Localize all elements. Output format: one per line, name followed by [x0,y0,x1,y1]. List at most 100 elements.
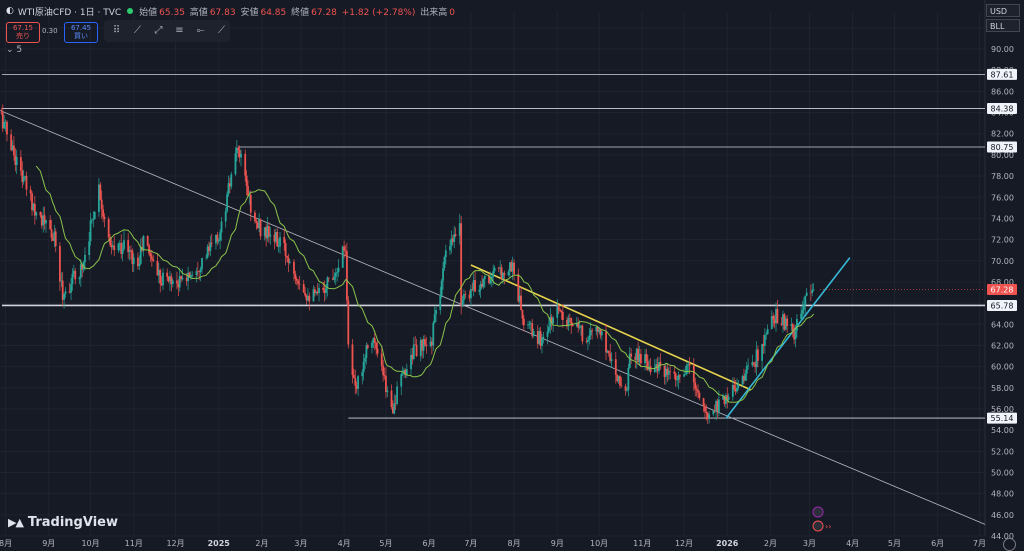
candle-body [442,268,444,281]
buy-label: 買い [74,32,88,40]
candle-body [60,280,63,282]
candle-body [351,344,354,376]
candle-body [371,342,373,348]
ray-icon[interactable]: ⤢ [154,25,163,36]
candle-body [509,262,511,272]
candle-body [634,356,637,361]
close-label: 終値 [291,7,310,18]
candle-body [737,384,740,388]
moving-average-line [35,165,814,403]
trendline-yellow[interactable] [470,264,752,391]
symbol-title[interactable]: WTI原油CFD · 1日 · TVC [17,7,122,18]
candle-body [449,246,451,251]
candle-body [566,320,568,327]
candle-body [21,170,24,182]
candle-body [712,410,715,415]
extended-line-icon[interactable]: ⟋ [218,25,225,36]
candle-body [599,329,602,336]
event-markers[interactable]: ›› [812,506,831,532]
candle-body [585,341,588,342]
candle-body [185,277,188,282]
x-tick-label: 7月 [464,539,477,548]
candle-body [99,184,102,200]
candle-body [761,344,763,361]
candle-body [40,215,43,226]
candle-body [180,276,183,280]
candle-body [674,373,677,380]
candle-body [692,365,695,383]
buy-button[interactable]: 67.45 買い [64,22,98,43]
candle-body [201,257,203,270]
candle-body [391,407,394,414]
horizontal-ray-icon[interactable]: ⟜ [196,25,205,36]
candle-body [464,293,467,295]
candle-body [483,275,486,280]
trendline-cyan[interactable] [725,257,851,419]
candle-body [589,330,592,336]
candle-body [600,331,603,336]
toolbar-grip-icon[interactable]: ⠿ [112,25,121,36]
candle-body [492,271,495,277]
x-tick-label: 2025 [208,539,231,548]
candle-body [131,250,134,265]
unit-select[interactable]: BLL [986,19,1020,32]
candle-body [478,289,481,292]
sell-button[interactable]: 67.15 売り [6,22,40,43]
candle-body [195,271,198,276]
indicators-toggle[interactable]: ⌄ 5 [6,45,22,55]
parallel-channel-icon[interactable]: ≡ [175,25,184,36]
candle-body [614,359,617,375]
candle-body [137,257,139,267]
candle-body [704,406,706,412]
candle-body [541,338,543,346]
price-level-tag-label: 80.75 [991,143,1014,152]
candle-body [32,203,35,211]
candle-body [619,376,621,386]
y-tick-label: 44.00 [991,532,1014,541]
candle-body [297,280,300,284]
candle-body [188,272,191,277]
settings-icon[interactable] [1003,538,1016,551]
trendline-gray[interactable] [0,110,986,525]
candle-body [451,238,454,242]
x-tick-label: 2月 [764,539,777,548]
candle-body [149,253,152,257]
buy-price: 67.45 [70,24,92,32]
candle-body [327,277,330,279]
candle-body [637,348,639,362]
candle-body [610,359,613,361]
candle-body [199,269,202,272]
candle-body [3,122,6,129]
candle-body [440,280,443,296]
trendlines[interactable] [0,110,986,525]
candle-body [255,221,258,223]
y-tick-label: 46.00 [991,511,1014,520]
candle-body [659,362,662,366]
candle-body [673,371,676,374]
candle-body [726,395,729,400]
currency-select[interactable]: USD [986,4,1020,17]
candle-body [460,223,463,306]
trend-line-icon[interactable]: ⟋ [134,25,141,36]
x-tick-label: 5月 [888,539,901,548]
x-tick-label: 3月 [803,539,816,548]
candle-body [538,331,541,344]
candle-body [29,189,32,194]
dividend-event-icon[interactable] [812,506,824,518]
price-level-lines[interactable] [2,73,985,419]
candle-body [444,250,447,258]
candle-body [102,209,104,217]
candle-body [352,375,355,379]
price-axis[interactable]: 44.00 46.00 48.00 50.00 52.00 54.00 56.00 58.00… [991,24,1014,541]
candle-body [497,267,500,269]
candle-body [747,365,750,367]
candle-body [244,153,247,176]
logo-text: TradingView [27,515,118,530]
more-events-icon[interactable]: ›› [825,522,831,531]
candle-body [575,323,578,327]
us-flag-event-icon[interactable] [812,520,824,532]
candle-body [357,376,359,389]
time-axis[interactable]: 8月 9月 10月 11月 12月 2025 2月 3月 4月 5月 6月 7月 8月 9月 10月 11月 1… [0,539,986,548]
tradingview-logo[interactable]: ▶▲ TradingView [8,515,118,530]
